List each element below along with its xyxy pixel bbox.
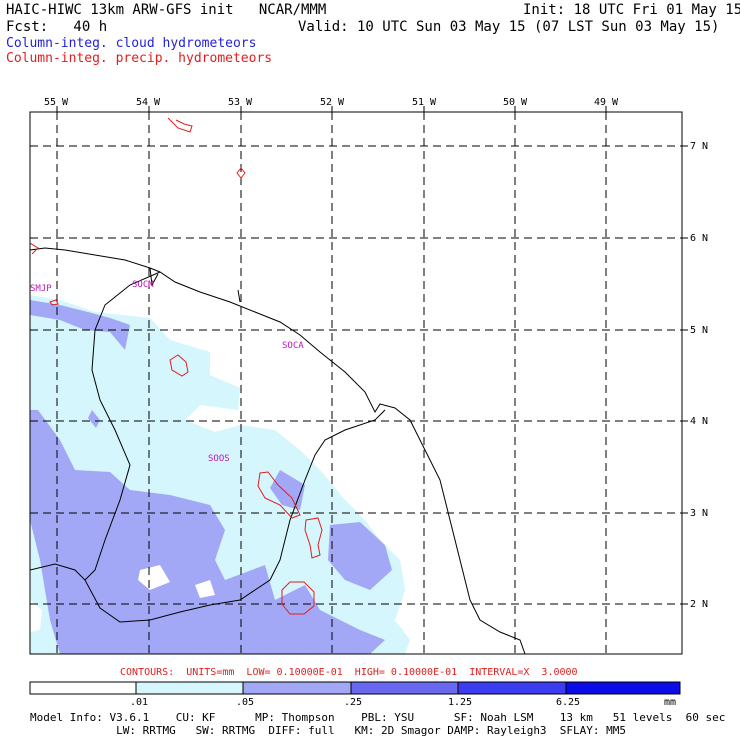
contour-info: CONTOURS: UNITS=mm LOW= 0.10000E-01 HIGH… bbox=[120, 667, 578, 678]
lon-label: 53 W bbox=[228, 97, 253, 108]
colorbar-label: 1.25 bbox=[448, 697, 473, 708]
valid-time: Valid: 10 UTC Sun 03 May 15 (07 LST Sun … bbox=[298, 19, 720, 35]
precip-contours bbox=[30, 117, 323, 615]
lon-label: 49 W bbox=[594, 97, 619, 108]
station-label: SOOS bbox=[208, 454, 230, 464]
colorbar-swatches bbox=[29, 681, 681, 695]
init-time: Init: 18 UTC Fri 01 May 15 bbox=[523, 2, 740, 18]
forecast-hour: Fcst: 40 h bbox=[6, 19, 108, 35]
lon-label: 51 W bbox=[412, 97, 437, 108]
model-info-line2: LW: RRTMG SW: RRTMG DIFF: full KM: 2D Sm… bbox=[30, 724, 627, 737]
field-precip-label: Column-integ. precip. hydrometeors bbox=[6, 51, 273, 66]
lat-label: 3 N bbox=[690, 508, 709, 519]
lat-label: 7 N bbox=[690, 141, 709, 152]
station-label: SOCM bbox=[132, 280, 154, 290]
lat-label: 6 N bbox=[690, 233, 709, 244]
model-info-line1: Model Info: V3.6.1 CU: KF MP: Thompson P… bbox=[30, 711, 726, 724]
cloud-area-mid bbox=[30, 300, 392, 654]
colorbar-label: 6.25 bbox=[556, 697, 581, 708]
ticks bbox=[56, 106, 688, 605]
colorbar-label: .25 bbox=[344, 697, 363, 708]
lat-label: 2 N bbox=[690, 599, 709, 610]
graticule bbox=[30, 112, 682, 654]
lat-label: 5 N bbox=[690, 325, 709, 336]
lon-label: 55 W bbox=[44, 97, 69, 108]
coastline bbox=[30, 247, 526, 654]
colorbar-label: .01 bbox=[130, 697, 149, 708]
lon-label: 54 W bbox=[136, 97, 161, 108]
station-label: SMJP bbox=[30, 284, 52, 294]
map-title: HAIC-HIWC 13km ARW-GFS init NCAR/MMM bbox=[6, 2, 327, 18]
colorbar-unit: mm bbox=[664, 697, 677, 708]
lon-label: 50 W bbox=[503, 97, 528, 108]
map-frame bbox=[29, 111, 683, 655]
lon-label: 52 W bbox=[320, 97, 345, 108]
lat-label: 4 N bbox=[690, 416, 709, 427]
field-cloud-label: Column-integ. cloud hydrometeors bbox=[6, 36, 257, 51]
clear-area bbox=[30, 565, 215, 632]
colorbar-label: .05 bbox=[236, 697, 255, 708]
station-label: SOCA bbox=[282, 341, 304, 351]
